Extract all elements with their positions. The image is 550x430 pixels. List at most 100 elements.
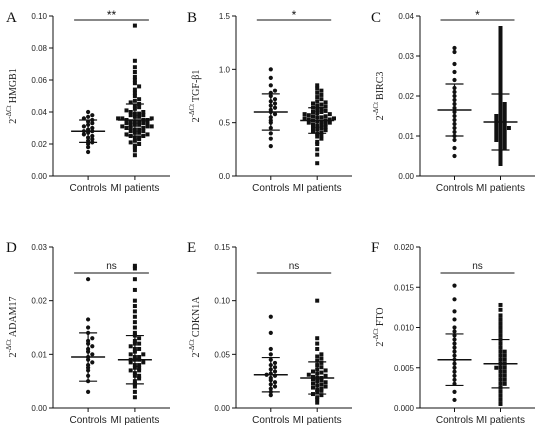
data-point-mi-patients (498, 302, 503, 307)
data-point-mi-patients (323, 380, 328, 385)
data-point-mi-patients (132, 143, 137, 148)
x-tick-label: MI patients (476, 415, 525, 426)
data-point-mi-patients (132, 135, 137, 140)
data-point-mi-patients (132, 23, 137, 28)
significance-label: ns (472, 261, 483, 272)
data-point-mi-patients (132, 304, 137, 309)
y-tick-label: 0.00 (31, 404, 47, 413)
data-point-mi-patients (132, 263, 137, 268)
data-point-mi-patients (498, 397, 503, 402)
significance-label: ** (107, 8, 117, 22)
y-tick-label: 0.020 (394, 243, 415, 252)
data-point-mi-patients (132, 138, 137, 143)
data-point-mi-patients (502, 126, 507, 130)
data-point-mi-patients (132, 70, 137, 74)
data-point-mi-patients (132, 87, 137, 92)
data-point-mi-patients (315, 147, 320, 152)
y-tick-label: 0.01 (31, 350, 47, 359)
data-point-mi-patients (132, 384, 137, 389)
data-point-mi-patients (502, 357, 507, 362)
data-point-mi-patients (145, 132, 150, 137)
data-point-mi-patients (498, 54, 503, 58)
data-point-mi-patients (498, 62, 503, 66)
y-tick-label: 0.5 (219, 119, 231, 128)
data-point-controls (272, 360, 278, 366)
data-point-mi-patients (498, 90, 503, 94)
data-point-mi-patients (498, 74, 503, 78)
data-point-controls (452, 309, 457, 314)
data-point-mi-patients (315, 336, 320, 341)
data-point-mi-patients (141, 352, 146, 357)
data-point-mi-patients (315, 86, 320, 91)
data-point-mi-patients (141, 126, 146, 130)
data-point-mi-patients (137, 346, 142, 351)
data-point-mi-patients (319, 115, 324, 120)
y-tick-label: 0.0 (219, 172, 231, 181)
y-tick-label: 0.000 (394, 404, 415, 413)
data-point-mi-patients (498, 58, 503, 62)
data-point-controls (86, 389, 91, 394)
data-point-mi-patients (319, 365, 324, 370)
data-point-mi-patients (141, 360, 146, 365)
data-point-mi-patients (498, 389, 503, 394)
data-point-mi-patients (315, 346, 320, 351)
data-point-mi-patients (149, 116, 154, 121)
data-point-mi-patients (498, 317, 503, 322)
data-point-mi-patients (502, 110, 507, 114)
data-point-controls (86, 149, 91, 155)
data-point-mi-patients (498, 42, 503, 46)
data-point-mi-patients (302, 116, 307, 121)
data-point-controls (90, 121, 95, 126)
data-point-mi-patients (132, 287, 137, 292)
data-point-mi-patients (128, 119, 133, 124)
data-point-mi-patients (319, 393, 324, 398)
data-point-mi-patients (498, 154, 503, 158)
data-point-controls (81, 132, 86, 137)
data-point-mi-patients (319, 119, 324, 124)
y-axis-label-base: 2 (8, 353, 19, 358)
data-point-mi-patients (132, 320, 137, 325)
data-point-mi-patients (137, 336, 142, 341)
y-tick-label: 0.02 (31, 140, 47, 149)
data-point-mi-patients (323, 128, 328, 133)
data-point-mi-patients (132, 153, 137, 158)
data-point-mi-patients (132, 389, 137, 394)
data-point-mi-patients (128, 113, 133, 118)
data-point-mi-patients (311, 381, 315, 386)
data-point-controls (90, 137, 95, 142)
data-point-mi-patients (323, 121, 328, 126)
data-point-mi-patients (498, 30, 503, 34)
data-point-mi-patients (315, 152, 320, 157)
data-point-mi-patients (315, 400, 320, 405)
data-point-mi-patients (315, 354, 320, 359)
data-point-mi-patients (319, 386, 324, 391)
data-point-mi-patients (319, 130, 324, 135)
x-tick-label: Controls (436, 183, 473, 194)
y-tick-label: 0.01 (398, 132, 414, 141)
data-point-mi-patients (323, 100, 328, 105)
panel-label: E (187, 240, 196, 256)
data-point-mi-patients (137, 341, 142, 346)
data-point-mi-patients (502, 142, 507, 146)
data-point-controls (268, 330, 273, 335)
data-point-mi-patients (502, 130, 507, 134)
data-point-controls (452, 325, 457, 330)
data-point-controls (268, 393, 273, 398)
data-point-mi-patients (323, 373, 328, 378)
data-point-mi-patients (498, 70, 503, 74)
data-point-mi-patients (319, 92, 324, 97)
data-point-mi-patients (494, 122, 499, 126)
panel-c: C 0.00 0.01 0.02 0.03 0.04 2-ΔCt BIRC3 Controls M… (371, 8, 535, 194)
data-point-controls (90, 344, 95, 349)
data-point-mi-patients (132, 74, 137, 79)
data-point-mi-patients (128, 140, 133, 145)
x-tick-label: MI patients (293, 415, 342, 426)
data-point-mi-patients (494, 114, 499, 118)
data-point-controls (452, 137, 457, 143)
panel-d: D 0.00 0.01 0.02 0.03 2-ΔCt ADAM17 Controls MI p… (5, 240, 170, 426)
data-point-mi-patients (502, 365, 507, 370)
data-point-controls (268, 352, 273, 357)
data-point-controls (86, 325, 91, 330)
panel-b: B 0.0 0.5 1.0 1.5 2-ΔCt TGF-β1 Controls MI patie… (187, 8, 352, 194)
data-point-mi-patients (498, 325, 503, 330)
